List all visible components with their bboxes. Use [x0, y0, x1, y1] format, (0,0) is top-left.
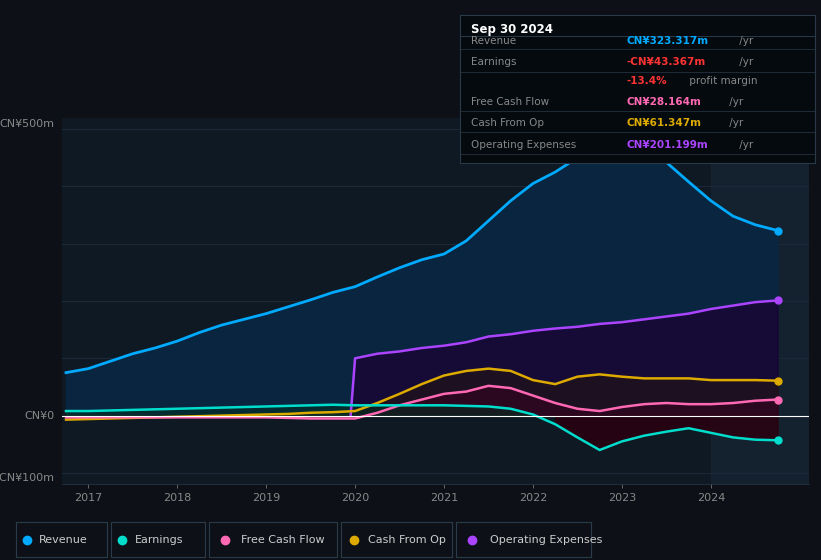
Text: -CN¥43.367m: -CN¥43.367m [627, 57, 706, 67]
Text: profit margin: profit margin [686, 76, 758, 86]
Text: /yr: /yr [736, 57, 754, 67]
Text: Earnings: Earnings [470, 57, 516, 67]
Text: CN¥323.317m: CN¥323.317m [627, 36, 709, 46]
Text: Sep 30 2024: Sep 30 2024 [470, 23, 553, 36]
Text: Earnings: Earnings [135, 535, 183, 544]
Text: Free Cash Flow: Free Cash Flow [241, 535, 325, 544]
Text: -CN¥100m: -CN¥100m [0, 473, 54, 483]
Text: /yr: /yr [736, 36, 754, 46]
Text: -13.4%: -13.4% [627, 76, 667, 86]
Text: Free Cash Flow: Free Cash Flow [470, 97, 548, 108]
Text: /yr: /yr [727, 97, 744, 108]
Text: CN¥500m: CN¥500m [0, 119, 54, 129]
Text: Revenue: Revenue [39, 535, 88, 544]
Text: CN¥0: CN¥0 [24, 410, 54, 421]
Text: /yr: /yr [727, 118, 744, 128]
Text: Cash From Op: Cash From Op [369, 535, 447, 544]
Text: Cash From Op: Cash From Op [470, 118, 544, 128]
Text: Operating Expenses: Operating Expenses [489, 535, 602, 544]
Bar [711, 118, 809, 484]
Text: Operating Expenses: Operating Expenses [470, 139, 576, 150]
Text: CN¥61.347m: CN¥61.347m [627, 118, 702, 128]
Text: /yr: /yr [736, 139, 754, 150]
Text: Revenue: Revenue [470, 36, 516, 46]
Text: CN¥28.164m: CN¥28.164m [627, 97, 702, 108]
Text: CN¥201.199m: CN¥201.199m [627, 139, 709, 150]
